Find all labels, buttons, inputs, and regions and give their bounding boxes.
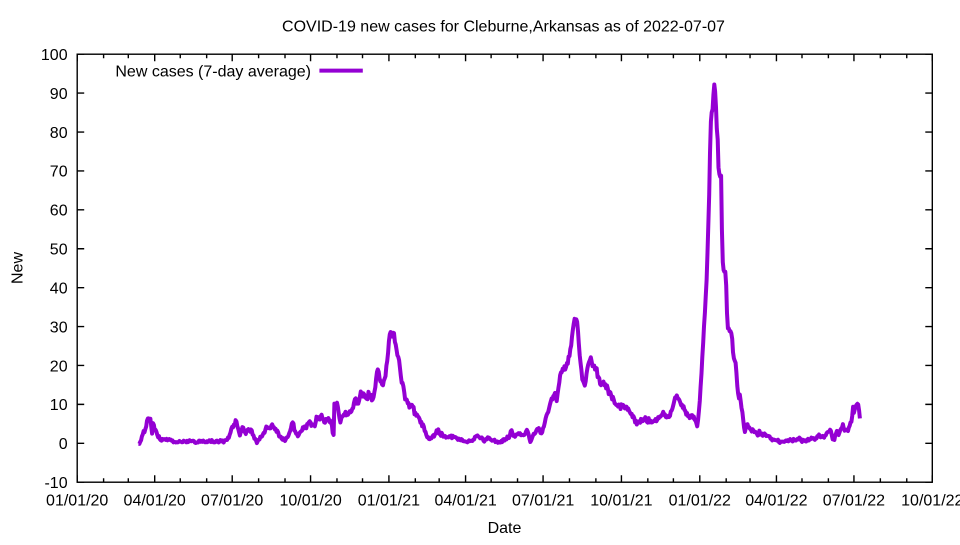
svg-text:07/01/21: 07/01/21 xyxy=(512,493,574,510)
svg-text:10/01/20: 10/01/20 xyxy=(279,493,341,510)
svg-text:20: 20 xyxy=(50,358,68,375)
svg-text:Date: Date xyxy=(488,520,522,537)
svg-text:New cases (7-day average): New cases (7-day average) xyxy=(115,63,311,80)
svg-text:60: 60 xyxy=(50,203,68,220)
svg-text:01/01/22: 01/01/22 xyxy=(669,493,731,510)
svg-text:10: 10 xyxy=(50,397,68,414)
svg-text:50: 50 xyxy=(50,242,68,259)
svg-text:-10: -10 xyxy=(44,475,67,492)
svg-text:01/01/21: 01/01/21 xyxy=(358,493,420,510)
svg-text:10/01/22: 10/01/22 xyxy=(901,493,960,510)
svg-text:07/01/22: 07/01/22 xyxy=(823,493,885,510)
svg-text:04/01/20: 04/01/20 xyxy=(124,493,186,510)
svg-text:80: 80 xyxy=(50,125,68,142)
svg-text:COVID-19 new cases for Cleburn: COVID-19 new cases for Cleburne,Arkansas… xyxy=(282,19,725,36)
svg-text:04/01/22: 04/01/22 xyxy=(745,493,807,510)
svg-text:04/01/21: 04/01/21 xyxy=(434,493,496,510)
svg-text:New: New xyxy=(9,252,26,284)
svg-text:90: 90 xyxy=(50,86,68,103)
svg-text:40: 40 xyxy=(50,281,68,298)
svg-text:0: 0 xyxy=(59,436,68,453)
svg-text:01/01/20: 01/01/20 xyxy=(46,493,108,510)
svg-text:100: 100 xyxy=(41,47,68,64)
svg-text:30: 30 xyxy=(50,319,68,336)
svg-text:70: 70 xyxy=(50,164,68,181)
svg-text:07/01/20: 07/01/20 xyxy=(201,493,263,510)
svg-text:10/01/21: 10/01/21 xyxy=(590,493,652,510)
